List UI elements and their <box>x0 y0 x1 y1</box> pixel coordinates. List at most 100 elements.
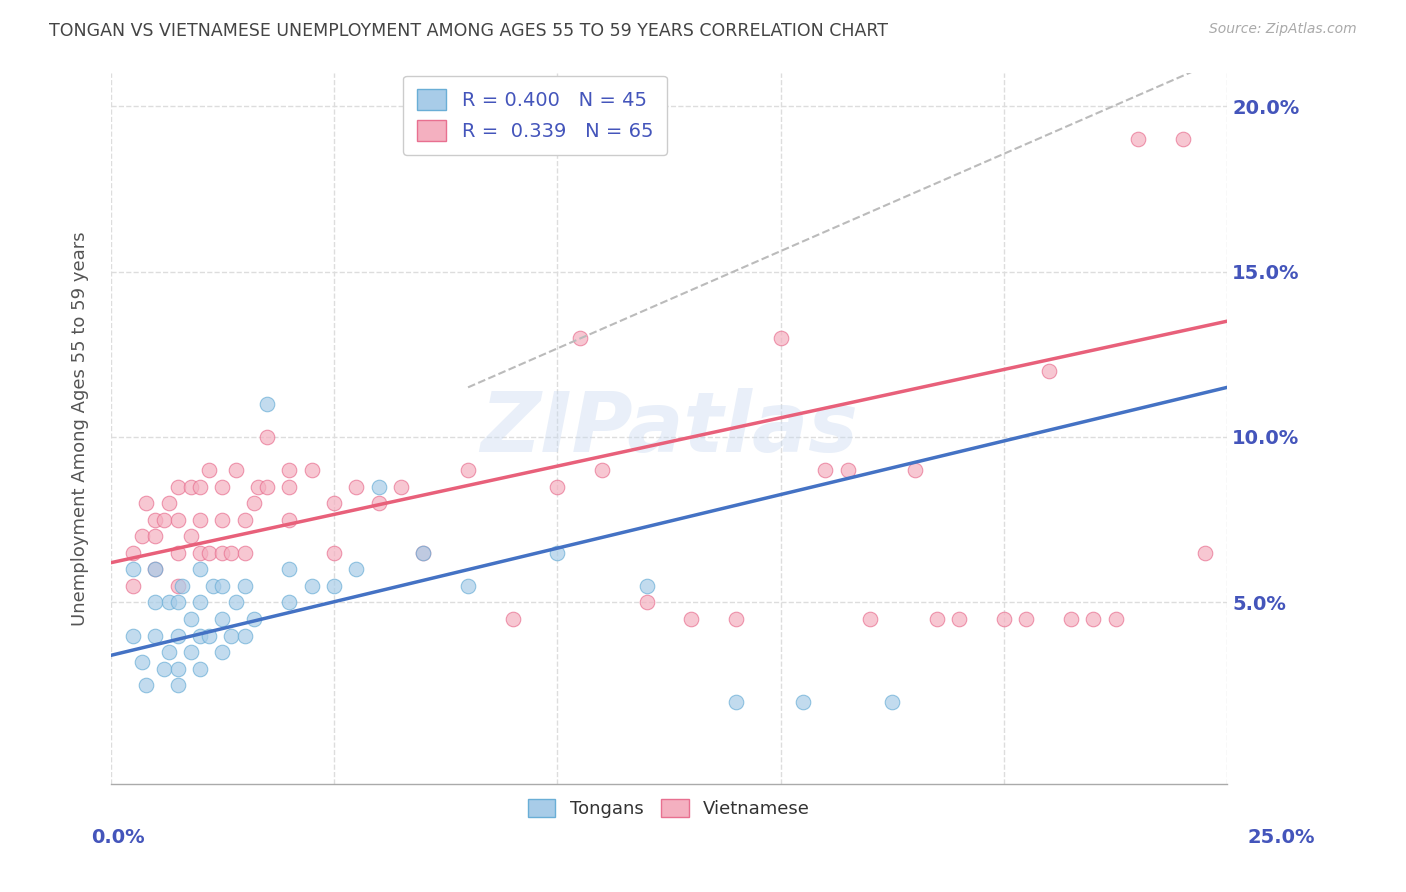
Point <box>131 529 153 543</box>
Point <box>166 628 188 642</box>
Point <box>157 496 180 510</box>
Point <box>180 645 202 659</box>
Point <box>145 562 167 576</box>
Point <box>1015 612 1038 626</box>
Point <box>814 463 837 477</box>
Point <box>301 579 323 593</box>
Point <box>1038 364 1060 378</box>
Point <box>301 463 323 477</box>
Point <box>180 529 202 543</box>
Point <box>221 628 243 642</box>
Point <box>180 480 202 494</box>
Point <box>242 612 264 626</box>
Point <box>188 546 211 560</box>
Point <box>367 480 389 494</box>
Point <box>172 579 194 593</box>
Point <box>211 546 233 560</box>
Point <box>188 562 211 576</box>
Point <box>457 463 479 477</box>
Point <box>180 612 202 626</box>
Point <box>166 480 188 494</box>
Point <box>135 678 157 692</box>
Point <box>122 628 145 642</box>
Point <box>166 595 188 609</box>
Point <box>211 612 233 626</box>
Point <box>993 612 1015 626</box>
Point <box>122 562 145 576</box>
Point <box>157 645 180 659</box>
Point <box>202 579 225 593</box>
Point <box>256 397 278 411</box>
Point <box>636 579 658 593</box>
Point <box>546 546 568 560</box>
Point <box>1126 132 1149 146</box>
Point <box>211 480 233 494</box>
Point <box>145 562 167 576</box>
Point <box>412 546 434 560</box>
Point <box>323 546 346 560</box>
Point <box>247 480 270 494</box>
Point <box>145 628 167 642</box>
Point <box>122 546 145 560</box>
Point <box>591 463 613 477</box>
Point <box>211 513 233 527</box>
Point <box>412 546 434 560</box>
Point <box>166 546 188 560</box>
Point <box>122 579 145 593</box>
Point <box>1171 132 1194 146</box>
Point <box>256 430 278 444</box>
Point <box>198 546 221 560</box>
Y-axis label: Unemployment Among Ages 55 to 59 years: Unemployment Among Ages 55 to 59 years <box>72 231 89 626</box>
Point <box>211 645 233 659</box>
Point <box>188 513 211 527</box>
Point <box>166 579 188 593</box>
Point <box>256 480 278 494</box>
Point <box>145 513 167 527</box>
Point <box>278 513 301 527</box>
Legend: Tongans, Vietnamese: Tongans, Vietnamese <box>520 791 817 825</box>
Point <box>323 579 346 593</box>
Point <box>153 513 176 527</box>
Point <box>145 595 167 609</box>
Point <box>188 595 211 609</box>
Point <box>859 612 882 626</box>
Point <box>724 695 747 709</box>
Point <box>233 579 256 593</box>
Point <box>166 662 188 676</box>
Point <box>198 628 221 642</box>
Point <box>278 480 301 494</box>
Point <box>145 529 167 543</box>
Point <box>367 496 389 510</box>
Point <box>882 695 904 709</box>
Point <box>221 546 243 560</box>
Point <box>681 612 703 626</box>
Point <box>323 496 346 510</box>
Point <box>242 496 264 510</box>
Point <box>636 595 658 609</box>
Text: Source: ZipAtlas.com: Source: ZipAtlas.com <box>1209 22 1357 37</box>
Point <box>389 480 412 494</box>
Point <box>225 463 247 477</box>
Point <box>837 463 859 477</box>
Point <box>1194 546 1216 560</box>
Point <box>166 678 188 692</box>
Point <box>188 662 211 676</box>
Text: TONGAN VS VIETNAMESE UNEMPLOYMENT AMONG AGES 55 TO 59 YEARS CORRELATION CHART: TONGAN VS VIETNAMESE UNEMPLOYMENT AMONG … <box>49 22 889 40</box>
Point <box>792 695 814 709</box>
Point <box>1060 612 1083 626</box>
Point <box>131 655 153 669</box>
Point <box>135 496 157 510</box>
Text: 25.0%: 25.0% <box>1247 828 1315 847</box>
Point <box>568 331 591 345</box>
Text: ZIPatlas: ZIPatlas <box>479 388 858 469</box>
Point <box>278 463 301 477</box>
Point <box>925 612 948 626</box>
Point <box>188 480 211 494</box>
Point <box>233 513 256 527</box>
Point <box>157 595 180 609</box>
Point <box>211 579 233 593</box>
Point <box>344 480 367 494</box>
Point <box>457 579 479 593</box>
Point <box>1104 612 1126 626</box>
Point <box>769 331 792 345</box>
